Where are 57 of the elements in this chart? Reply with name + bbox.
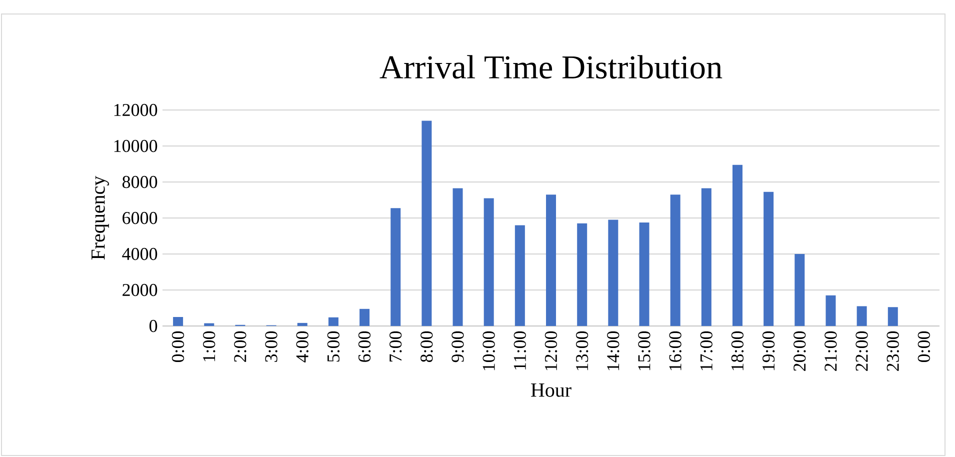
bar [764,192,774,326]
x-tick-label: 14:00 [607,331,620,370]
bar [390,208,401,326]
bar [639,222,650,326]
x-axis-title: Hour [531,384,572,397]
bar [452,188,463,326]
x-tick-label: 9:00 [452,331,464,362]
x-tick-label: 3:00 [265,331,278,362]
x-tick-label: 17:00 [700,331,713,370]
bar [328,317,338,326]
x-tick-label: 13:00 [576,331,588,370]
bar [173,317,184,326]
y-tick-label: 0 [149,320,158,332]
bar [422,120,432,326]
y-tick-label: 2000 [122,284,158,296]
bar [670,194,680,326]
x-tick-label: 20:00 [794,331,806,371]
x-tick-label: 1:00 [203,331,216,362]
x-tick-label: 8:00 [420,331,433,362]
x-tick-label: 23:00 [886,331,899,371]
bar [546,194,556,326]
bar [608,220,618,326]
bar [794,254,805,326]
x-tick-label: 21:00 [824,331,837,371]
x-tick-label: 16:00 [669,331,682,370]
y-tick-label: 8000 [122,176,158,188]
bar [514,225,525,326]
y-axis-title: Frequency [92,176,109,260]
bar [856,306,867,326]
bar [360,308,370,326]
x-tick-label: 0:00 [918,331,930,362]
x-tick-label: 11:00 [514,331,526,370]
x-tick-label: 15:00 [638,331,650,370]
x-tick-label: 0:00 [172,331,184,362]
bar [204,323,214,326]
y-tick-label: 4000 [122,248,158,260]
y-tick-label: 10000 [114,140,158,152]
x-tick-label: 19:00 [762,331,775,370]
bar [826,295,836,326]
x-tick-label: 6:00 [358,331,371,362]
x-tick-label: 18:00 [731,331,744,370]
x-tick-label: 10:00 [482,331,495,370]
bar [732,164,742,326]
bar [297,322,308,326]
x-tick-label: 12:00 [544,331,558,370]
bar [484,198,494,326]
y-tick-label: 6000 [122,212,158,224]
x-tick-label: 22:00 [856,331,868,371]
x-tick-label: 5:00 [327,331,340,362]
bar [577,223,588,326]
x-tick-label: 7:00 [389,331,402,362]
y-tick-label: 12000 [114,104,158,116]
bar [888,307,898,326]
x-tick-label: 2:00 [234,331,246,362]
chart-title: Arrival Time Distribution [380,55,722,79]
bar [701,188,712,326]
x-tick-label: 4:00 [296,331,308,362]
